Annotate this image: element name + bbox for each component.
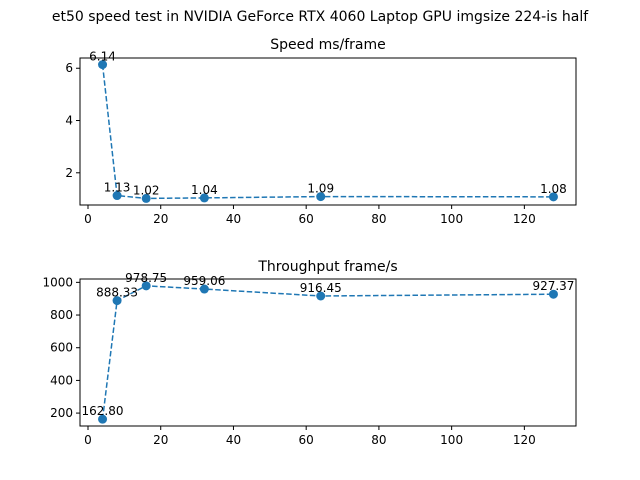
speed-plot-area: 0 20 40 60 80 100 120 2 4 6 6.14 1.13 1.02 1.04 1.09 1.… [65,50,577,226]
speed-data-label: 6.14 [89,50,116,64]
throughput-x-tick-label: 100 [440,433,463,447]
speed-x-tick-label: 80 [371,212,386,226]
speed-data-point [141,193,151,203]
throughput-y-tick-label: 600 [50,341,73,355]
throughput-data-point [141,281,151,291]
speed-axes-frame [79,57,577,206]
throughput-x-tick-label: 0 [84,433,92,447]
throughput-y-tick-label: 200 [50,406,73,420]
throughput-plot-area: 0 20 40 60 80 100 120 200 400 600 800 1000 162.80 888… [42,271,577,447]
speed-panel: Speed ms/frame 0 20 40 60 80 100 120 2 4 6 6.14 1.1… [65,37,577,226]
throughput-data-point [316,291,326,301]
speed-x-tick-label: 120 [513,212,536,226]
throughput-data-label: 916.45 [300,281,342,295]
speed-data-label: 1.09 [307,182,334,196]
throughput-x-tick-label: 60 [299,433,314,447]
figure-suptitle: et50 speed test in NVIDIA GeForce RTX 40… [52,9,589,25]
speed-x-tick-label: 60 [299,212,314,226]
throughput-panel-title: Throughput frame/s [257,259,397,275]
throughput-data-point [199,284,209,294]
speed-data-point [548,192,558,202]
throughput-x-tick-label: 80 [371,433,386,447]
throughput-panel: Throughput frame/s 0 20 40 60 80 100 120 200 400… [42,259,577,447]
throughput-data-label: 959.06 [183,274,225,288]
throughput-x-tick-label: 40 [226,433,241,447]
speed-data-point [112,191,122,201]
throughput-data-point [112,296,122,306]
speed-data-point [316,192,326,202]
throughput-x-tick-label: 20 [153,433,168,447]
speed-data-label: 1.08 [540,182,567,196]
speed-x-tick-label: 20 [153,212,168,226]
throughput-x-tick-label: 120 [513,433,536,447]
speed-data-label: 1.13 [104,181,131,195]
throughput-data-point [98,414,108,424]
throughput-y-tick-label: 800 [50,308,73,322]
throughput-data-label: 888.33 [96,286,138,300]
speed-data-label: 1.02 [133,183,160,197]
throughput-y-tick-label: 400 [50,373,73,387]
throughput-y-tick-label: 1000 [42,275,73,289]
speed-data-point [98,60,108,70]
speed-panel-title: Speed ms/frame [270,37,386,53]
throughput-data-label: 978.75 [125,271,167,285]
speed-x-tick-label: 100 [440,212,463,226]
throughput-data-label: 927.37 [532,279,574,293]
throughput-data-label: 162.80 [82,404,124,418]
speed-data-label: 1.04 [191,183,218,197]
throughput-series-line [101,285,554,420]
speed-x-tick-label: 0 [84,212,92,226]
speed-x-tick-label: 40 [226,212,241,226]
throughput-data-point [548,289,558,299]
speed-y-tick-label: 4 [65,114,73,128]
throughput-axes-frame [79,278,577,427]
speed-y-tick-label: 2 [65,166,73,180]
speed-series-line [101,64,554,200]
speed-data-point [199,193,209,203]
speed-y-tick-label: 6 [65,61,73,75]
